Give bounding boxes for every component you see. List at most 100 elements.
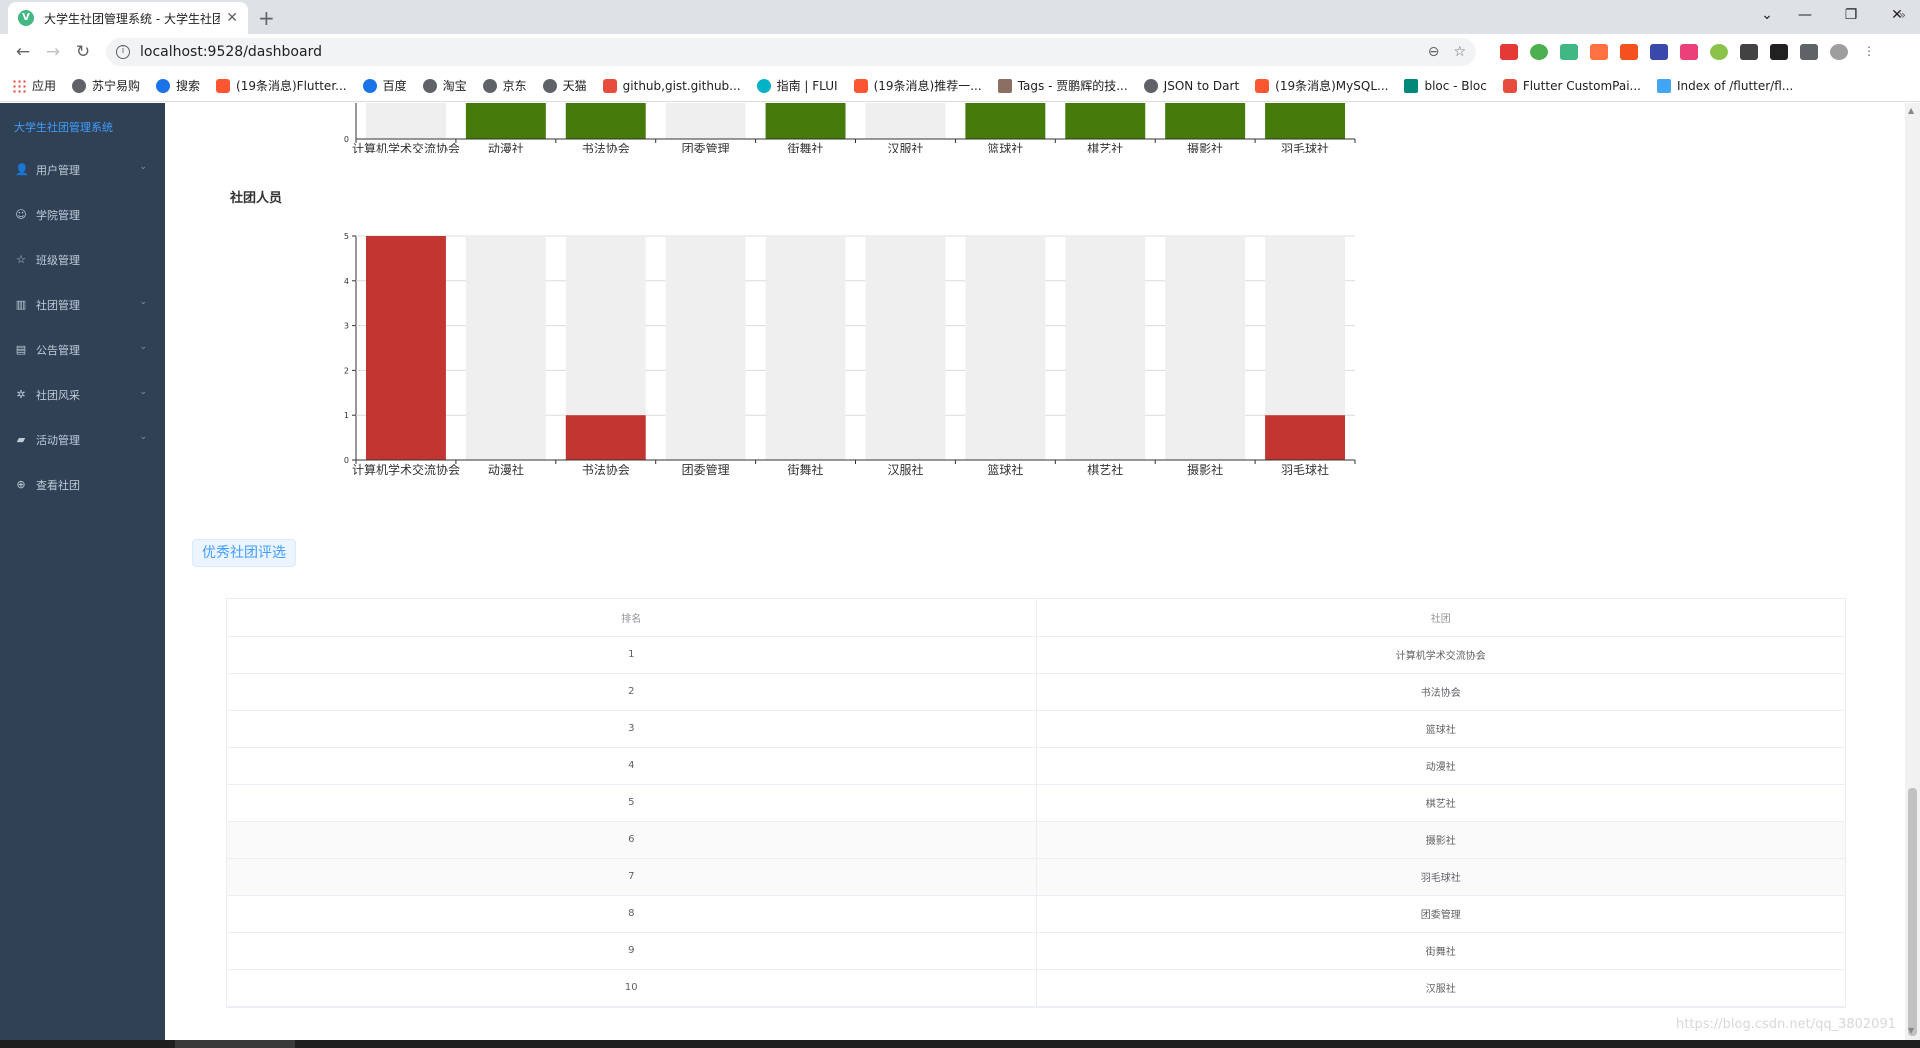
bookmark-item[interactable]: JSON to Dart — [1143, 78, 1239, 93]
sidebar-item-label: 用户管理 — [36, 163, 80, 177]
bookmark-label: bloc - Bloc — [1424, 78, 1487, 93]
restore-icon[interactable]: ❐ — [1844, 7, 1858, 23]
omnibox[interactable]: i localhost:9528/dashboard ⊖ ☆ — [106, 38, 1476, 66]
browser-tab-active[interactable]: V 大学生社团管理系统 - 大学生社团 ✕ — [8, 2, 248, 34]
x-tick-label: 动漫社 — [488, 462, 524, 477]
x-tick-label: 汉服社 — [887, 141, 923, 153]
bookmark-globe-icon — [542, 78, 557, 93]
extension-tree-icon[interactable] — [1590, 44, 1608, 60]
taskbar-active-app[interactable] — [175, 1040, 295, 1048]
truck-icon: ▰ — [16, 432, 26, 446]
bar — [1265, 415, 1346, 460]
extension-c-icon[interactable] — [1620, 44, 1638, 60]
sidebar-item[interactable]: ✲ 社团风采 ⌄ — [0, 372, 165, 417]
table-row[interactable]: 8 团委管理 — [227, 895, 1845, 933]
minimize-icon[interactable]: — — [1798, 7, 1812, 23]
close-tab-icon[interactable]: ✕ — [226, 10, 238, 26]
bookmark-item[interactable]: 淘宝 — [422, 77, 467, 94]
extension-vue-icon[interactable] — [1560, 44, 1578, 60]
bookmark-star-icon[interactable]: ☆ — [1453, 44, 1466, 60]
sidebar-item[interactable]: ▰ 活动管理 ⌄ — [0, 417, 165, 462]
reload-icon[interactable]: ↻ — [75, 42, 91, 62]
table-row[interactable]: 6 摄影社 — [227, 821, 1845, 859]
page-scrollbar[interactable]: ▲ ▼ — [1905, 103, 1920, 1040]
sidebar-item[interactable]: ☺ 学院管理 — [0, 192, 165, 237]
table-row[interactable]: 2 书法协会 — [227, 673, 1845, 711]
x-tick-label: 团委管理 — [682, 141, 730, 153]
sidebar-item[interactable]: ☆ 班级管理 — [0, 237, 165, 282]
table-row[interactable]: 9 街舞社 — [227, 932, 1845, 970]
table-row[interactable]: 7 羽毛球社 — [227, 858, 1845, 896]
scroll-up-icon[interactable]: ▲ — [1908, 106, 1915, 115]
bookmark-label: (19条消息)推荐一... — [873, 79, 982, 93]
zoom-icon[interactable]: ⊖ — [1427, 44, 1440, 60]
profile-dropdown-icon[interactable]: ⌄ — [1761, 7, 1773, 23]
chevron-down-icon: ⌄ — [139, 387, 147, 397]
extension-chrome-icon[interactable] — [1530, 44, 1548, 60]
sidebar-item-label: 查看社团 — [36, 478, 80, 492]
x-tick-label: 篮球社 — [987, 462, 1023, 477]
bookmark-item[interactable]: 苏宁易购 — [72, 77, 140, 94]
extension-window-icon[interactable] — [1650, 44, 1668, 60]
extension-green-icon[interactable] — [1710, 44, 1728, 60]
bookmark-grid-icon — [12, 78, 26, 93]
avatar[interactable] — [1830, 44, 1848, 60]
table-row[interactable]: 3 篮球社 — [227, 710, 1845, 748]
back-icon[interactable]: ← — [15, 42, 31, 62]
bookmarks-overflow-icon[interactable]: » — [1898, 8, 1906, 22]
bookmark-item[interactable]: bloc - Bloc — [1404, 78, 1487, 93]
taskbar — [0, 1040, 1920, 1048]
bookmark-item[interactable]: 京东 — [482, 77, 527, 94]
bookmark-item[interactable]: 天猫 — [542, 77, 587, 94]
site-info-icon[interactable]: i — [116, 45, 130, 59]
y-tick-label: 2 — [344, 366, 349, 375]
extension-red-icon[interactable] — [1500, 44, 1518, 60]
close-window-icon[interactable]: ✕ — [1891, 7, 1903, 23]
new-tab-icon[interactable]: + — [258, 6, 275, 30]
sidebar-item[interactable]: 👤 用户管理 ⌄ — [0, 147, 165, 192]
bookmark-label: 指南 | FLUI — [776, 79, 838, 93]
rank-cell: 5 — [227, 784, 1037, 822]
chart-members-title: 社团人员 — [230, 191, 283, 206]
extension-link-icon[interactable] — [1680, 44, 1698, 60]
bookmark-flutter-icon — [1657, 78, 1671, 93]
table-row[interactable]: 5 棋艺社 — [227, 784, 1845, 822]
bookmark-item[interactable]: Tags - 贾鹏辉的技... — [997, 77, 1128, 94]
extensions-puzzle-icon[interactable] — [1800, 44, 1818, 60]
bar-background — [1165, 236, 1246, 460]
bookmark-item[interactable]: (19条消息)Flutter... — [216, 77, 347, 94]
menu-kebab-icon[interactable]: ⋮ — [1863, 44, 1875, 58]
url-text[interactable]: localhost:9528/dashboard — [140, 44, 322, 60]
bookmark-item[interactable]: 指南 | FLUI — [756, 77, 838, 94]
bookmark-item[interactable]: github,gist.github... — [602, 78, 741, 93]
bookmark-item[interactable]: 应用 — [12, 77, 56, 94]
extension-qr-icon[interactable] — [1740, 44, 1758, 60]
bookmark-item[interactable]: (19条消息)MySQL... — [1255, 77, 1388, 94]
sidebar-item[interactable]: ▥ 社团管理 ⌄ — [0, 282, 165, 327]
bookmark-item[interactable]: (19条消息)推荐一... — [853, 77, 982, 94]
bar-background — [665, 236, 746, 460]
sidebar-brand[interactable]: 大学生社团管理系统 — [14, 121, 113, 134]
bookmark-item[interactable]: 搜索 — [156, 77, 200, 94]
bookmark-item[interactable]: Index of /flutter/fl... — [1657, 78, 1793, 93]
header-rank: 排名 — [227, 599, 1037, 637]
sidebar-item-label: 社团管理 — [36, 298, 80, 312]
club-cell: 羽毛球社 — [1036, 858, 1845, 896]
bookmark-red-icon — [1502, 78, 1517, 93]
scroll-down-icon[interactable]: ▼ — [1908, 1026, 1915, 1035]
sidebar-item-label: 公告管理 — [36, 343, 80, 357]
extension-cast-icon[interactable] — [1770, 44, 1788, 60]
sidebar-item[interactable]: ⊕ 查看社团 — [0, 462, 165, 507]
bookmark-item[interactable]: 百度 — [362, 77, 407, 94]
table-row[interactable]: 10 汉服社 — [227, 969, 1845, 1007]
x-tick-label: 书法协会 — [582, 462, 630, 477]
table-row[interactable]: 1 计算机学术交流协会 — [227, 636, 1845, 674]
scrollbar-thumb[interactable] — [1908, 788, 1917, 1036]
sidebar-item[interactable]: ▤ 公告管理 ⌄ — [0, 327, 165, 372]
club-cell: 动漫社 — [1036, 747, 1845, 785]
x-tick-label: 摄影社 — [1187, 462, 1223, 477]
table-row[interactable]: 4 动漫社 — [227, 747, 1845, 785]
forward-icon[interactable]: → — [45, 42, 61, 62]
y-tick-label: 0 — [344, 135, 349, 144]
bookmark-item[interactable]: Flutter CustomPai... — [1502, 78, 1641, 93]
